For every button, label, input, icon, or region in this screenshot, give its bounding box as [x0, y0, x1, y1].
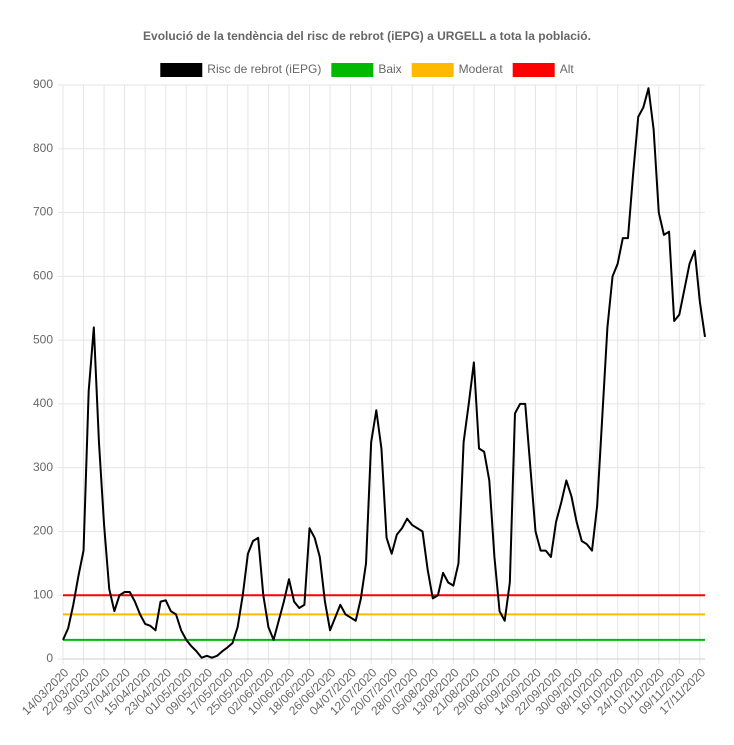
legend-label: Alt	[560, 62, 575, 76]
legend-swatch	[160, 63, 203, 77]
y-tick-label: 800	[33, 141, 53, 155]
legend-swatch	[331, 63, 374, 77]
legend-label: Baix	[378, 62, 401, 76]
y-tick-label: 300	[33, 460, 53, 474]
y-tick-label: 0	[46, 651, 53, 665]
y-tick-label: 900	[33, 77, 53, 91]
legend-swatch	[411, 63, 454, 77]
y-tick-label: 400	[33, 396, 53, 410]
legend-label: Moderat	[459, 62, 504, 76]
data-line	[62, 87, 706, 659]
y-tick-label: 100	[33, 587, 53, 601]
y-tick-label: 600	[33, 269, 53, 283]
y-tick-label: 700	[33, 205, 53, 219]
legend-label: Risc de rebrot (iEPG)	[207, 62, 321, 76]
y-tick-label: 200	[33, 524, 53, 538]
chart-title: Evolució de la tendència del risc de reb…	[143, 29, 591, 43]
legend-swatch	[512, 63, 555, 77]
y-tick-label: 500	[33, 332, 53, 346]
